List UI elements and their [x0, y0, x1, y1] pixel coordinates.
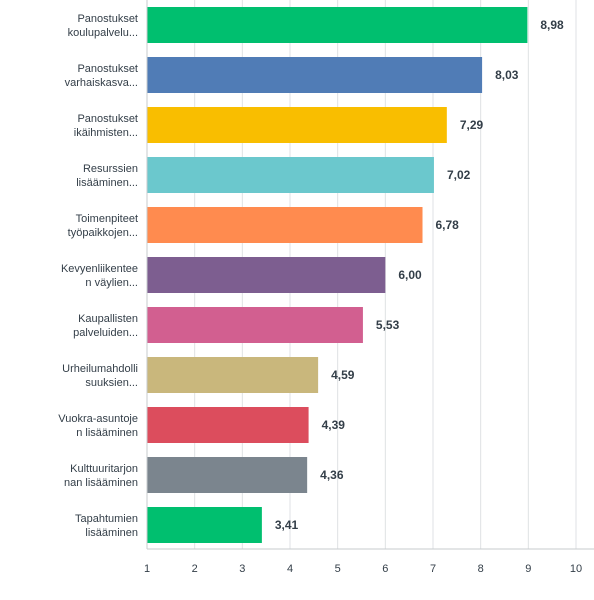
value-label: 4,59 [331, 368, 355, 382]
value-labels: 8,98 8,03 7,29 7,02 6,78 6,00 5,53 4,59 4,39 4,36… [275, 18, 564, 532]
category-label: Urheilumahdolli suuksien... [62, 363, 138, 389]
category-label: Toimenpiteet työpaikkojen... [68, 213, 138, 239]
category-label: Panostukset koulupalvelu... [68, 13, 138, 39]
bars [147, 7, 528, 543]
value-label: 7,02 [447, 168, 471, 182]
bar [147, 157, 434, 193]
category-label: Resurssien lisääminen... [76, 163, 138, 189]
x-tick-label: 8 [478, 563, 484, 575]
x-tick-label: 9 [525, 563, 531, 575]
category-label: Tapahtumien lisääminen [75, 513, 138, 539]
value-label: 8,03 [495, 68, 519, 82]
bar [147, 7, 528, 43]
x-tick-label: 4 [287, 563, 293, 575]
bar [147, 257, 386, 293]
category-label: Kulttuuritarjon nan lisääminen [64, 463, 138, 489]
bar [147, 307, 363, 343]
category-label: Panostukset ikäihmisten... [74, 113, 138, 139]
x-tick-label: 1 [144, 563, 150, 575]
value-label: 6,00 [398, 268, 422, 282]
bar [147, 507, 262, 543]
category-label: Panostukset varhaiskasva... [65, 63, 138, 89]
x-tick-label: 6 [382, 563, 388, 575]
value-label: 8,98 [540, 18, 564, 32]
category-labels: Panostukset koulupalvelu... Panostukset var… [58, 13, 138, 539]
x-tick-label: 5 [335, 563, 341, 575]
x-tick-label: 2 [192, 563, 198, 575]
bar [147, 407, 309, 443]
bar [147, 107, 447, 143]
x-tick-label: 10 [570, 563, 582, 575]
value-label: 7,29 [460, 118, 484, 132]
bar [147, 57, 483, 93]
value-label: 6,78 [436, 218, 460, 232]
bar [147, 357, 319, 393]
x-tick-label: 3 [239, 563, 245, 575]
value-label: 3,41 [275, 518, 299, 532]
category-label: Kaupallisten palveluiden... [73, 313, 138, 339]
value-label: 5,53 [376, 318, 400, 332]
x-tick-label: 7 [430, 563, 436, 575]
category-label: Vuokra-asuntoje n lisääminen [58, 413, 138, 439]
x-axis: 1 2 3 4 5 6 7 8 9 10 [144, 0, 594, 575]
category-label: Kevyenliikentee n väylien... [61, 263, 138, 289]
value-label: 4,36 [320, 468, 344, 482]
value-label: 4,39 [322, 418, 346, 432]
bar [147, 207, 423, 243]
bar [147, 457, 308, 493]
